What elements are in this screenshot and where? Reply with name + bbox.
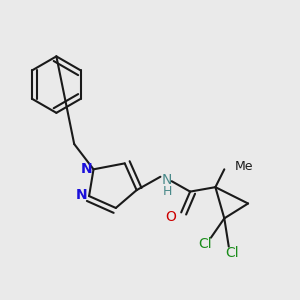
Text: O: O: [165, 210, 176, 224]
Text: Cl: Cl: [225, 245, 238, 260]
Text: Me: Me: [235, 160, 253, 173]
Text: N: N: [161, 173, 172, 187]
Text: N: N: [76, 188, 88, 202]
Text: H: H: [162, 185, 172, 198]
Text: Cl: Cl: [198, 237, 212, 250]
Text: N: N: [80, 162, 92, 176]
